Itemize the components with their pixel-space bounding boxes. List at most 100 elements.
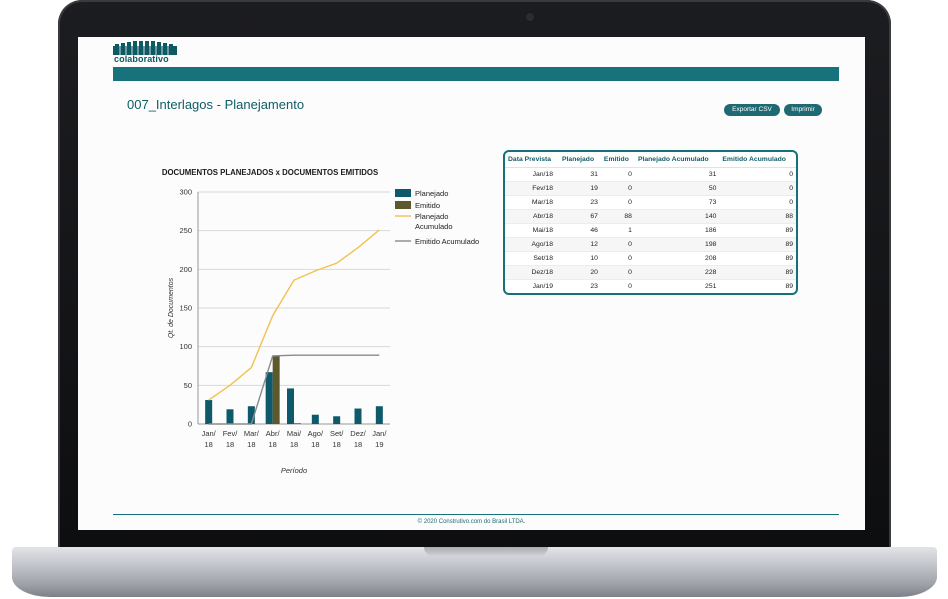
x-tick-label: 18 — [204, 440, 212, 449]
screen: colaborativo 007_Interlagos - Planejamen… — [78, 37, 865, 530]
table-cell: 88 — [600, 209, 635, 224]
table-header-cell: Planejado — [559, 152, 601, 168]
table-cell: Mai/18 — [505, 223, 559, 238]
legend-swatch — [395, 189, 411, 197]
table-cell: 23 — [590, 283, 598, 290]
table-cell: 186 — [634, 223, 720, 238]
table-cell: Abr/18 — [505, 209, 559, 224]
chart-title: DOCUMENTOS PLANEJADOS x DOCUMENTOS EMITI… — [161, 168, 379, 177]
y-tick-label: 0 — [188, 420, 192, 429]
table-cell: 1 — [600, 223, 635, 238]
table-cell: 0 — [600, 181, 635, 196]
x-tick-label: Fev/ — [223, 429, 239, 438]
bar-planejado — [226, 409, 234, 424]
table-cell: Jan/18 — [505, 167, 559, 182]
table-cell: 251 — [705, 283, 717, 290]
table-cell: Set/18 — [505, 251, 559, 266]
bar-planejado — [333, 416, 341, 424]
table-row: Ago/18 12 0 198 89 — [505, 237, 796, 252]
bar-planejado — [287, 388, 294, 424]
table-cell: 228 — [634, 265, 720, 280]
table-cell: 208 — [634, 251, 720, 266]
table-cell: 0 — [628, 283, 632, 290]
x-tick-label: Abr/ — [266, 429, 281, 438]
bar-planejado — [247, 406, 255, 424]
table-cell: 0 — [600, 265, 635, 280]
table-cell: Fev/18 — [505, 181, 559, 196]
page-title: 007_Interlagos - Planejamento — [127, 97, 305, 112]
x-tick-label: 18 — [290, 440, 298, 449]
bar-emitido — [294, 423, 301, 424]
legend-label: Emitido — [415, 201, 440, 210]
table-row: Abr/18 67 88 140 88 — [505, 209, 796, 224]
table-cell: 23 — [559, 195, 601, 210]
table-cell: 89 — [719, 251, 796, 266]
x-tick-label: Mar/ — [244, 429, 260, 438]
laptop-base — [12, 547, 937, 597]
table-cell: 0 — [600, 251, 635, 266]
camera — [524, 11, 536, 23]
table-cell: 12 — [559, 237, 601, 252]
y-tick-label: 200 — [179, 265, 192, 274]
y-tick-label: 300 — [179, 188, 192, 197]
x-tick-label: Dez/ — [350, 429, 366, 438]
data-table: Data Prevista Planejado Emitido Planejado A… — [503, 150, 798, 295]
x-tick-label: Jan/ — [372, 429, 387, 438]
chart: 0 50 100 150 200 250 300 Jan/18 Fev/18 Mar/18 Abr/… — [168, 188, 479, 476]
table-cell: 50 — [634, 181, 720, 196]
table-cell: Dez/18 — [505, 265, 559, 280]
legend-label: Planejado — [415, 189, 448, 198]
table-cell: 19 — [559, 181, 601, 196]
logo-mark — [113, 41, 177, 55]
table-cell: 198 — [634, 237, 720, 252]
line-planejado-acumulado — [208, 229, 380, 401]
table-cell: 0 — [600, 195, 635, 210]
table-body: Jan/18 31 0 31 0 Fev/18 19 0 50 0 Mar/18 23 0 73 0 Abr/… — [505, 167, 796, 294]
x-tick-label: Ago/ — [308, 429, 324, 438]
table-row: Mar/18 23 0 73 0 — [505, 195, 796, 210]
x-axis-label: Período — [281, 466, 307, 475]
x-tick-label: 18 — [354, 440, 362, 449]
table-header-cell: Emitido Acumulado — [719, 152, 796, 168]
logo-text: colaborativo — [114, 54, 169, 64]
x-tick-label: 18 — [268, 440, 276, 449]
x-tick-label: Mai/ — [287, 429, 302, 438]
table-cell: 0 — [719, 195, 796, 210]
table-header-cell: Data Prevista — [505, 152, 559, 168]
table-cell: 0 — [719, 167, 796, 182]
table-row: Set/18 10 0 208 89 — [505, 251, 796, 266]
legend-label: Emitido Acumulado — [415, 237, 479, 246]
y-axis-label: Qt. de Documentos — [168, 277, 175, 338]
footer-text: © 2020 Construtivo.com do Brasil LTDA. — [417, 519, 526, 525]
y-tick-label: 150 — [179, 304, 192, 313]
print-button[interactable]: Imprimir — [784, 104, 822, 116]
legend-label: Planejado — [415, 212, 448, 221]
table-row: Mai/18 46 1 186 89 — [505, 223, 796, 238]
table-header-cell: Emitido — [600, 152, 635, 168]
table-cell: 0 — [719, 181, 796, 196]
line-emitido-acumulado — [208, 354, 380, 425]
table-cell: 89 — [785, 283, 793, 290]
bar-planejado — [205, 400, 213, 424]
y-tick-label: 100 — [179, 342, 192, 351]
table-cell: 0 — [600, 167, 635, 182]
footer-divider — [113, 514, 839, 515]
table-cell: 89 — [719, 223, 796, 238]
x-tick-label: Jan/ — [202, 429, 217, 438]
table-cell: 88 — [719, 209, 796, 224]
x-tick-label: 18 — [332, 440, 340, 449]
y-tick-label: 250 — [179, 226, 192, 235]
x-tick-label: 18 — [247, 440, 255, 449]
logo: colaborativo — [113, 41, 177, 67]
export-csv-button[interactable]: Exportar CSV — [724, 104, 780, 116]
table-cell: 67 — [559, 209, 601, 224]
table-cell: 31 — [634, 167, 720, 182]
bar-planejado — [375, 406, 383, 424]
table-cell: 89 — [719, 237, 796, 252]
legend-label: Acumulado — [415, 222, 453, 231]
bar-planejado — [265, 372, 273, 424]
table-header-row: Data Prevista Planejado Emitido Planejado A… — [505, 152, 796, 168]
bar-planejado — [311, 414, 319, 424]
table-cell: 31 — [559, 167, 601, 182]
x-tick-label: 18 — [226, 440, 234, 449]
